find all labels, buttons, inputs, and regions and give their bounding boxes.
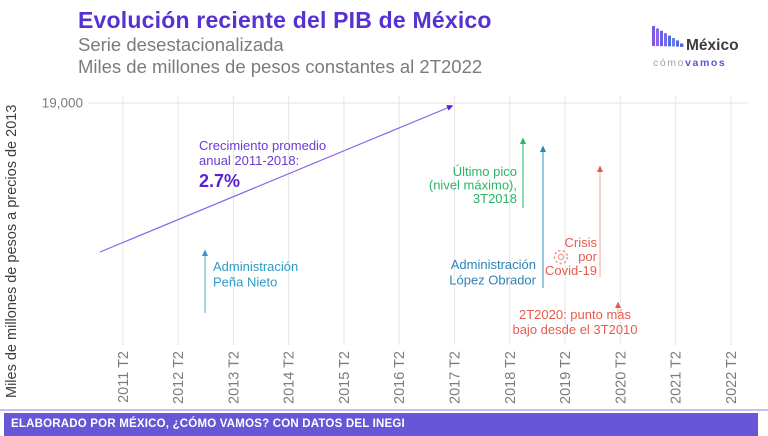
annotation-ultimo-pico: Último pico(nivel máximo),3T2018 xyxy=(429,137,526,208)
gridlines xyxy=(88,96,748,345)
x-axis-tick-label: 2016 T2 xyxy=(392,351,408,404)
logo-tagline-vamos: vamos xyxy=(685,57,727,69)
x-axis-tick-label: 2018 T2 xyxy=(503,351,519,404)
mexico-como-vamos-logo: México cómovamos xyxy=(652,24,762,72)
covid-label-line: Covid-19 xyxy=(545,263,597,278)
y-axis-tick-label: 19,000 xyxy=(42,96,83,111)
covid-label-line: Crisis xyxy=(565,235,598,250)
logo-tagline-como: cómo xyxy=(653,57,686,69)
x-axis-tick-label: 2021 T2 xyxy=(669,351,685,404)
page-title: Evolución reciente del PIB de México xyxy=(78,7,492,33)
x-axis-tick-label: 2011 T2 xyxy=(116,351,132,403)
chart-subtitle-2: Miles de millones de pesos constantes al… xyxy=(78,56,483,77)
footer-divider xyxy=(0,409,768,411)
x-axis-tick-label: 2013 T2 xyxy=(226,351,242,404)
x-axis-tick-label: 2014 T2 xyxy=(282,351,298,404)
logo-tagline: cómovamos xyxy=(653,57,726,69)
x-axis-tick-label: 2017 T2 xyxy=(448,351,464,404)
lopez-obrador-label-line: López Obrador xyxy=(449,273,536,288)
trend-growth-value: 2.7% xyxy=(199,171,240,191)
y-axis-tick-labels: 14,00015,00016,00017,00018,00019,000 xyxy=(42,96,83,111)
chart-subtitle-1: Serie desestacionalizada xyxy=(78,34,284,55)
dip-label-line: bajo desde el 3T2010 xyxy=(512,322,637,337)
x-axis-tick-labels: 2011 T2 2012 T2 2013 T2 2014 T2 2015 T2 2016 … xyxy=(116,351,740,404)
pena-nieto-label-line: Peña Nieto xyxy=(213,275,277,290)
ultimo-pico-label-line: 3T2018 xyxy=(473,191,517,206)
pena-nieto-label-line: Administración xyxy=(213,259,298,274)
x-axis-tick-label: 2012 T2 xyxy=(171,351,187,404)
trend-label-line: Crecimiento promedio xyxy=(199,138,326,153)
equalizer-bars-icon xyxy=(652,26,684,47)
x-axis-tick-label: 2022 T2 xyxy=(724,351,740,404)
x-axis-tick-label: 2020 T2 xyxy=(613,351,629,404)
x-axis-tick-label: 2015 T2 xyxy=(337,351,353,404)
source-footer: ELABORADO POR MÉXICO, ¿CÓMO VAMOS? CON D… xyxy=(4,413,758,436)
x-axis-tick-label: 2019 T2 xyxy=(558,351,574,404)
ultimo-pico-label-line: (nivel máximo), xyxy=(429,178,517,193)
lopez-obrador-label-line: Administración xyxy=(451,257,536,272)
coronavirus-icon xyxy=(553,249,569,265)
ultimo-pico-label-line: Último pico xyxy=(453,164,517,179)
chart-header: Evolución reciente del PIB de México Ser… xyxy=(78,7,492,78)
logo-name: México xyxy=(686,37,739,54)
trend-arrow xyxy=(99,105,454,253)
trend-label-line: anual 2011-2018: xyxy=(199,153,299,168)
covid-label-line: por xyxy=(578,249,597,264)
dip-label-line: 2T2020: punto más xyxy=(519,307,632,322)
